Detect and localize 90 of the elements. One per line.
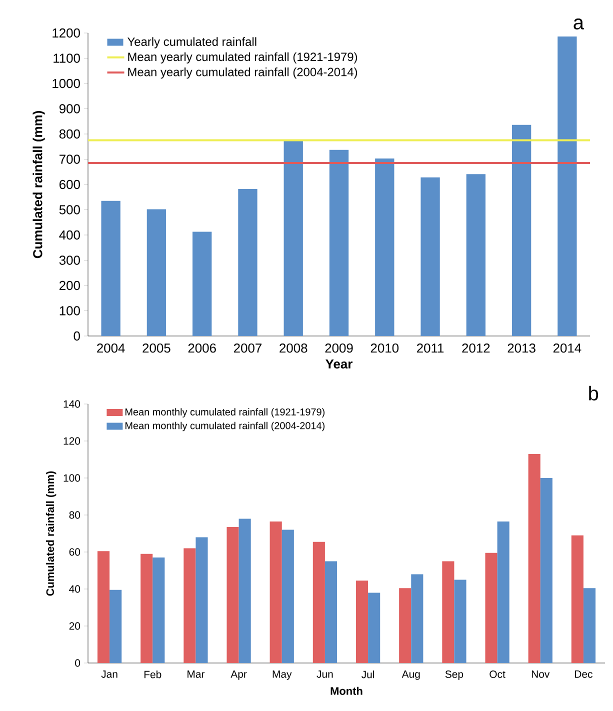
legend-label: Mean monthly cumulated rainfall (1921-1979) bbox=[126, 408, 325, 418]
text: a bbox=[574, 18, 584, 30]
y-tick-label: 100 bbox=[60, 306, 80, 316]
x-tick-label: May bbox=[272, 670, 292, 680]
legend-label: Mean yearly cumulated rainfall (2004-2014) bbox=[128, 67, 358, 79]
bar bbox=[399, 588, 412, 663]
legend-label: Mean yearly cumulated rainfall (1921-1979) bbox=[128, 52, 358, 64]
y-tick-label: 1000 bbox=[52, 78, 80, 88]
x-tick-label: Nov bbox=[532, 670, 550, 678]
bar bbox=[238, 518, 251, 663]
bar bbox=[442, 561, 454, 663]
y-tick-label: 120 bbox=[64, 437, 80, 445]
x-tick-label: 2004 bbox=[97, 344, 125, 353]
bar bbox=[528, 454, 540, 663]
bar bbox=[420, 177, 440, 336]
bar bbox=[485, 552, 498, 663]
legend-label: Mean monthly cumulated rainfall (2004-2014) bbox=[126, 422, 325, 432]
bar bbox=[282, 530, 294, 663]
y-tick-label: 500 bbox=[59, 205, 80, 214]
bar bbox=[192, 232, 212, 336]
y-tick-label: 0 bbox=[75, 659, 80, 667]
x-tick-label: 2014 bbox=[553, 344, 582, 353]
bar bbox=[312, 542, 325, 663]
x-tick-label: 2007 bbox=[234, 344, 262, 353]
bar bbox=[101, 200, 120, 336]
y-axis-title: Cumulated rainfall (mm) bbox=[46, 471, 56, 596]
x-tick-label: Aug bbox=[402, 670, 420, 680]
y-tick-label: 80 bbox=[69, 511, 80, 519]
x-tick-label: Mar bbox=[188, 670, 205, 678]
bar bbox=[140, 554, 153, 663]
y-tick-label: 140 bbox=[64, 400, 80, 408]
bar bbox=[329, 150, 349, 336]
bar bbox=[368, 592, 380, 663]
bar bbox=[375, 158, 394, 336]
y-tick-label: 200 bbox=[60, 280, 80, 290]
y-tick-label: 60 bbox=[69, 548, 80, 556]
y-tick-label: 800 bbox=[59, 129, 80, 139]
bar bbox=[454, 580, 466, 663]
y-tick-label: 700 bbox=[60, 154, 80, 164]
bar bbox=[270, 521, 282, 663]
y-axis-title: Cumulated rainfall (mm) bbox=[32, 111, 45, 258]
bar bbox=[238, 189, 258, 336]
x-tick-label: Feb bbox=[144, 670, 162, 678]
bar bbox=[583, 588, 596, 663]
y-tick-label: 400 bbox=[59, 230, 80, 240]
bar bbox=[226, 527, 239, 663]
y-tick-label: 300 bbox=[59, 256, 80, 265]
bar bbox=[571, 535, 584, 663]
x-tick-label: Dec bbox=[575, 670, 592, 678]
x-axis-title: Month bbox=[330, 686, 362, 695]
bar bbox=[497, 521, 510, 663]
x-tick-label: 2013 bbox=[508, 344, 536, 353]
y-tick-label: 0 bbox=[74, 331, 80, 341]
y-tick-label: 900 bbox=[59, 104, 80, 114]
text: b bbox=[589, 386, 598, 400]
x-tick-label: Sep bbox=[445, 670, 464, 680]
bar bbox=[284, 140, 303, 336]
bar bbox=[146, 209, 166, 336]
legend-label: Yearly cumulated rainfall bbox=[128, 37, 256, 48]
bar bbox=[540, 478, 552, 663]
y-tick-label: 600 bbox=[60, 180, 80, 190]
bar bbox=[558, 36, 577, 336]
x-tick-label: 2006 bbox=[188, 344, 216, 353]
x-tick-label: Oct bbox=[490, 670, 506, 678]
x-tick-label: Jan bbox=[101, 670, 118, 678]
bar bbox=[512, 124, 532, 336]
bar bbox=[356, 580, 368, 663]
bar bbox=[411, 574, 424, 663]
x-tick-label: 2011 bbox=[417, 344, 444, 353]
bar bbox=[110, 590, 122, 663]
y-tick-label: 20 bbox=[69, 622, 80, 630]
x-tick-label: 2008 bbox=[280, 344, 308, 353]
x-tick-label: 2010 bbox=[370, 344, 399, 353]
x-tick-label: Jun bbox=[316, 670, 333, 678]
x-tick-label: Apr bbox=[230, 670, 247, 680]
bar bbox=[184, 548, 196, 663]
x-axis-title: Year bbox=[326, 360, 352, 369]
y-tick-label: 1200 bbox=[52, 28, 80, 38]
bar bbox=[152, 558, 165, 663]
x-tick-label: Jul bbox=[362, 670, 374, 678]
x-tick-label: 2005 bbox=[142, 344, 170, 353]
x-tick-label: 2012 bbox=[462, 344, 490, 353]
y-tick-label: 40 bbox=[69, 585, 80, 593]
bar bbox=[324, 561, 338, 663]
y-tick-label: 100 bbox=[64, 474, 80, 482]
y-tick-label: 1100 bbox=[54, 54, 80, 63]
x-tick-label: 2009 bbox=[325, 344, 353, 353]
bar bbox=[196, 537, 208, 663]
bar bbox=[97, 551, 110, 663]
bar bbox=[466, 174, 486, 336]
